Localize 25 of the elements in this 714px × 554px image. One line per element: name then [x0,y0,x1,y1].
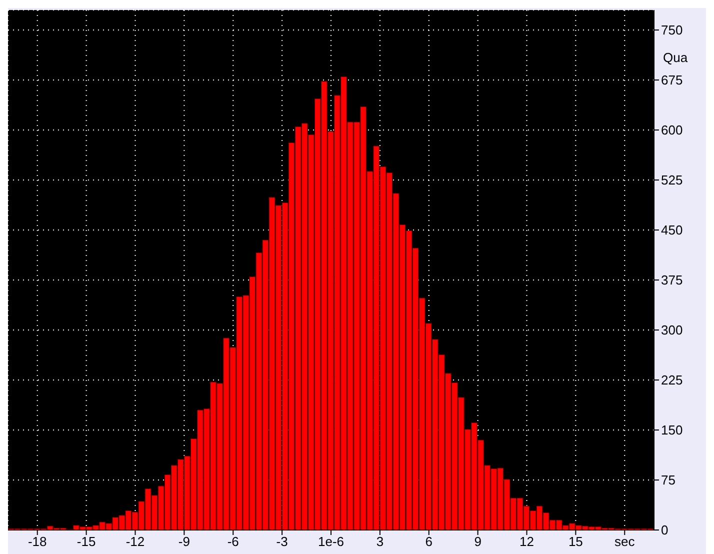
x-tick-label: -18 [28,534,47,550]
x-tick-label: -3 [276,534,288,550]
x-tick-label: -12 [126,534,145,550]
x-tick-label: 3 [376,534,384,550]
y-tick-label: 675 [661,72,683,88]
y-tick-label: 600 [661,122,683,138]
y-tick-label: 300 [661,322,683,338]
x-tick-label: -9 [178,534,190,550]
y-tick-label: 525 [661,172,683,188]
y-tick-label: 0 [661,522,668,538]
x-tick-label: 1e-6 [318,534,344,550]
x-tick-label: sec [614,534,636,550]
y-tick-label: 225 [661,372,683,388]
y-tick-label: 450 [661,222,683,238]
y-tick-label: 75 [661,472,676,488]
x-tick-label: -15 [76,534,96,550]
y-tick-label: 150 [661,422,683,438]
x-tick-label: 9 [474,534,482,550]
y-axis-title: Qua [663,50,688,65]
y-tick-label: 750 [661,22,683,38]
y-tick-label: 375 [661,272,683,288]
x-tick-label: -6 [227,534,239,550]
x-tick-label: 15 [568,534,583,550]
x-tick-label: 12 [520,534,534,550]
x-tick-label: 6 [425,534,432,550]
